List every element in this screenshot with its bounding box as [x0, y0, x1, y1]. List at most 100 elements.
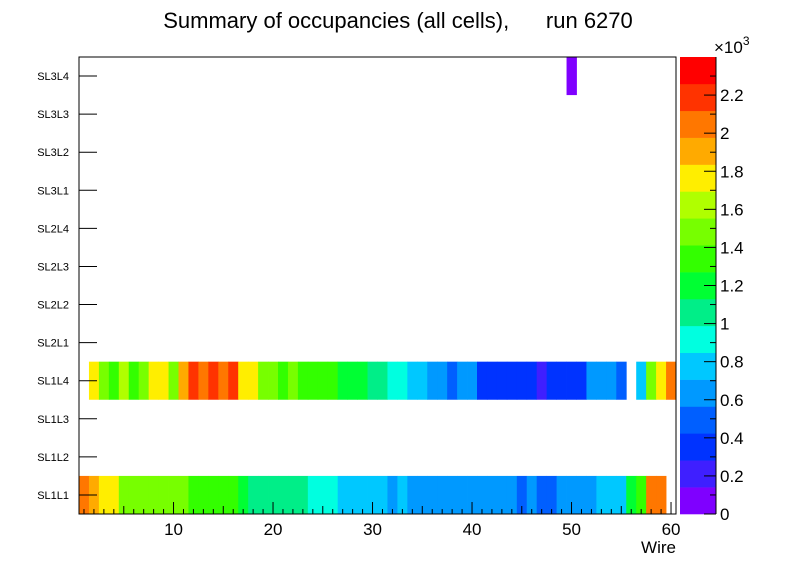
colorbar-tick-label-3: 0.6 [720, 391, 744, 410]
heatmap-cell-sl1l1-wire-37 [437, 475, 448, 514]
x-tick-label-50: 50 [562, 520, 581, 539]
heatmap-cell-sl1l4-wire-11 [178, 361, 189, 400]
heatmap-cell-sl1l4-wire-52 [586, 361, 597, 400]
heatmap-cell-sl1l1-wire-20 [268, 475, 279, 514]
colorbar-band-9 [680, 245, 716, 273]
heatmap-cell-sl1l4-wire-44 [506, 361, 518, 400]
heatmap-cell-sl1l1-wire-49 [556, 475, 567, 514]
heatmap-cell-sl1l1-wire-7 [138, 475, 150, 514]
heatmap-cell-sl1l4-wire-19 [258, 361, 269, 400]
colorbar-tick-label-9: 1.8 [720, 162, 744, 181]
heatmap-cell-sl1l1-wire-9 [158, 475, 169, 514]
heatmap-cell-sl1l4-wire-55 [616, 361, 627, 400]
y-tick-label-sl3l3: SL3L3 [37, 109, 69, 121]
x-tick-label-40: 40 [463, 520, 482, 539]
colorbar-multiplier-base: ×10 [714, 38, 743, 57]
x-tick-label-30: 30 [363, 520, 382, 539]
heatmap-cell-sl1l4-wire-24 [307, 361, 319, 400]
colorbar-band-6 [680, 325, 716, 353]
heatmap-cell-sl1l4-wire-60 [666, 361, 677, 400]
colorbar-multiplier-exponent: 3 [743, 34, 750, 48]
plot-frame [78, 56, 677, 515]
heatmap-cell-sl1l4-wire-35 [417, 361, 428, 400]
colorbar-multiplier: ×103 [714, 34, 750, 57]
x-tick-label-10: 10 [164, 520, 183, 539]
heatmap-cell-sl1l4-wire-16 [228, 361, 239, 400]
y-tick-label-sl2l4: SL2L4 [37, 223, 69, 235]
heatmap-cell-sl1l1-wire-35 [417, 475, 428, 514]
colorbar-band-7 [680, 298, 716, 327]
heatmap-cell-sl1l4-wire-46 [526, 361, 538, 400]
y-tick-label-sl1l4: SL1L4 [37, 376, 69, 388]
heatmap-cell-sl1l1-wire-33 [397, 475, 408, 514]
heatmap-cell-sl1l1-wire-3 [98, 475, 110, 514]
y-tick-label-sl2l2: SL2L2 [37, 300, 69, 312]
heatmap-cell-sl1l1-wire-19 [258, 475, 269, 514]
heatmap-cell-sl1l1-wire-5 [118, 475, 130, 514]
heatmap-cell-sl1l1-wire-51 [576, 475, 587, 514]
heatmap-cell-sl1l1-wire-42 [486, 475, 498, 514]
heatmap-cell-sl1l1-wire-55 [616, 475, 627, 514]
heatmap-cell-sl1l1-wire-25 [317, 475, 329, 514]
colorbar-band-13 [680, 137, 716, 165]
colorbar-tick-label-11: 2.2 [720, 86, 744, 105]
heatmap-cell-sl1l4-wire-53 [596, 361, 607, 400]
heatmap-cell-sl1l4-wire-40 [467, 361, 478, 400]
colorbar-band-3 [680, 406, 716, 434]
heatmap-cell-sl1l1-wire-32 [387, 475, 398, 514]
heatmap-cell-sl1l1-wire-56 [626, 475, 637, 514]
heatmap-cell-sl1l1-wire-47 [536, 475, 548, 514]
heatmap-cells [79, 57, 677, 514]
colorbar-band-11 [680, 191, 716, 219]
heatmap-cell-sl1l1-wire-26 [327, 475, 339, 514]
heatmap-cell-sl1l1-wire-27 [337, 475, 349, 514]
heatmap-cell-sl1l1-wire-50 [566, 475, 577, 514]
heatmap-cell-sl1l1-wire-14 [208, 475, 219, 514]
heatmap-cell-sl1l4-wire-15 [218, 361, 229, 400]
heatmap-cell-sl1l4-wire-49 [556, 361, 567, 400]
heatmap-cell-sl1l1-wire-58 [646, 475, 657, 514]
heatmap-cell-sl1l1-wire-45 [516, 475, 528, 514]
heatmap-cell-sl1l1-wire-15 [218, 475, 229, 514]
heatmap-cell-sl1l4-wire-29 [357, 361, 368, 400]
heatmap-cell-sl1l4-wire-34 [407, 361, 418, 400]
heatmap-cell-sl1l1-wire-29 [357, 475, 368, 514]
chart-title: Summary of occupancies (all cells), run … [163, 8, 633, 33]
y-tick-label-sl3l4: SL3L4 [37, 71, 69, 83]
heatmap-cell-sl1l1-wire-6 [128, 475, 140, 514]
heatmap-cell-sl1l1-wire-11 [178, 475, 189, 514]
y-tick-label-sl1l3: SL1L3 [37, 414, 69, 426]
colorbar-tick-label-6: 1.2 [720, 277, 744, 296]
heatmap-cell-sl1l1-wire-31 [377, 475, 388, 514]
colorbar-tick-label-2: 0.4 [720, 429, 744, 448]
heatmap-cell-sl1l1-wire-13 [198, 475, 209, 514]
heatmap-cell-sl1l4-wire-3 [98, 361, 110, 400]
heatmap-cell-sl1l1-wire-24 [307, 475, 319, 514]
heatmap-cell-sl1l1-wire-12 [188, 475, 199, 514]
heatmap-cell-sl1l4-wire-18 [248, 361, 259, 400]
heatmap-cell-sl1l4-wire-5 [118, 361, 130, 400]
y-tick-label-sl3l2: SL3L2 [37, 147, 69, 159]
colorbar-band-16 [680, 57, 716, 85]
colorbar-band-14 [680, 110, 716, 138]
heatmap-cell-sl1l4-wire-8 [148, 361, 159, 400]
heatmap-cell-sl1l1-wire-34 [407, 475, 418, 514]
x-tick-label-60: 60 [662, 520, 681, 539]
heatmap-cell-sl1l4-wire-32 [387, 361, 398, 400]
heatmap-cell-sl1l1-wire-46 [526, 475, 538, 514]
x-axis: 10 20 30 40 50 60 [83, 502, 681, 539]
colorbar-tick-label-4: 0.8 [720, 353, 744, 372]
y-tick-label-sl2l3: SL2L3 [37, 261, 69, 273]
y-tick-label-sl1l1: SL1L1 [37, 490, 69, 502]
colorbar-tick-label-7: 1.4 [720, 238, 744, 257]
heatmap-cell-sl1l4-wire-39 [457, 361, 468, 400]
colorbar-tick-label-0: 0 [720, 505, 729, 524]
heatmap-cell-sl1l4-wire-25 [317, 361, 329, 400]
heatmap-cell-sl1l1-wire-17 [238, 475, 249, 514]
heatmap-cell-sl1l1-wire-10 [168, 475, 179, 514]
colorbar-tick-label-1: 0.2 [720, 467, 744, 486]
heatmap-cell-sl1l1-wire-23 [297, 475, 309, 514]
heatmap-cell-sl1l4-wire-10 [168, 361, 179, 400]
heatmap-cell-sl1l4-wire-41 [477, 361, 488, 400]
heatmap-cell-sl1l1-wire-43 [496, 475, 508, 514]
